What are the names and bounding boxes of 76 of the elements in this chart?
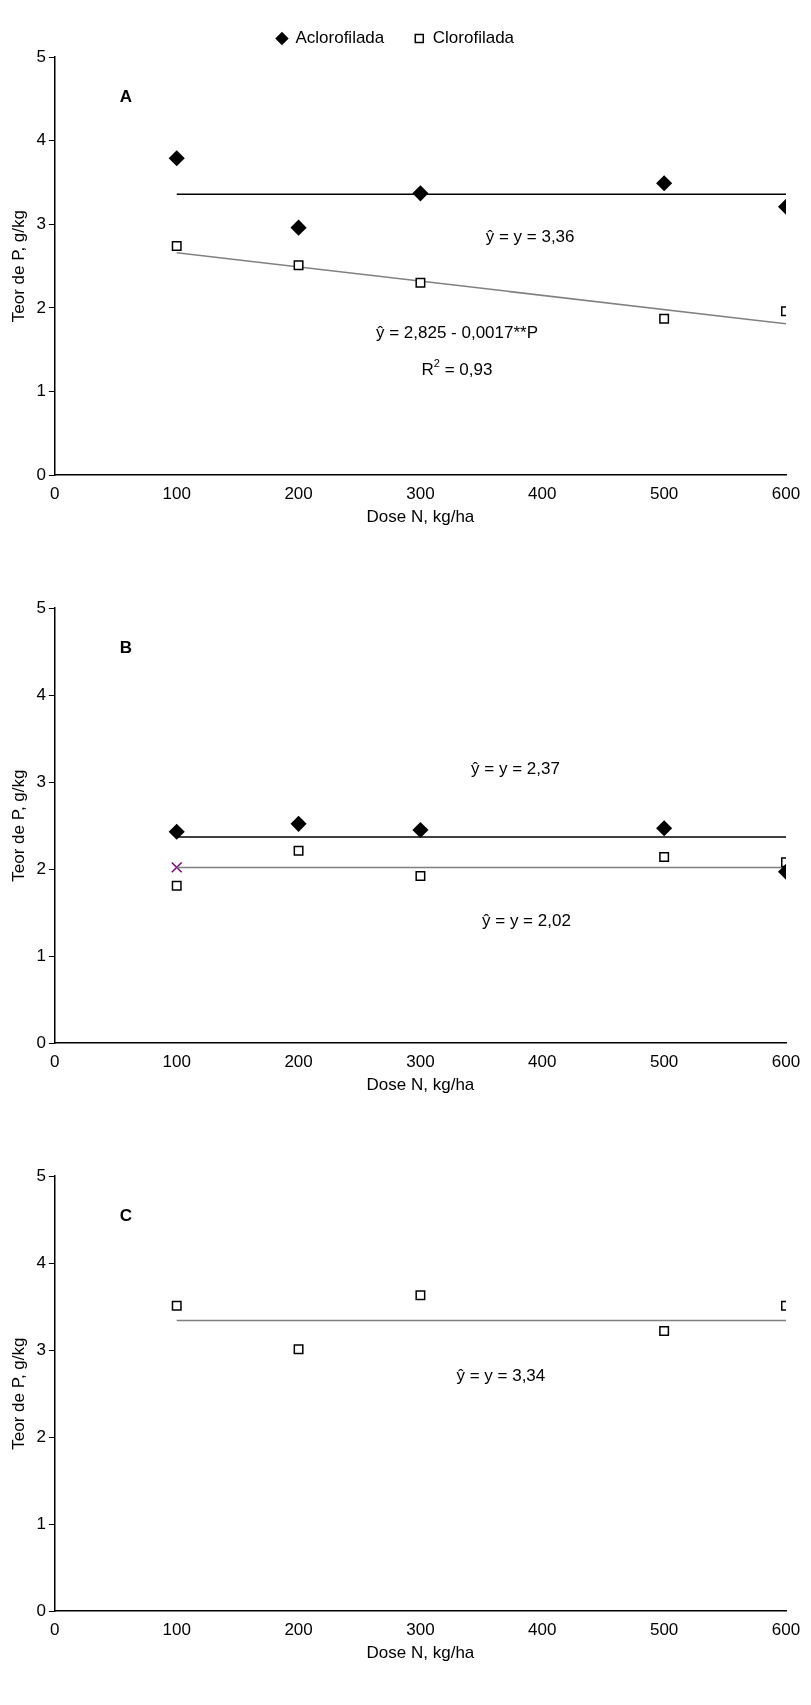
- y-tick-label: 0: [36, 1600, 46, 1620]
- y-tick-label: 2: [36, 297, 46, 317]
- point: [171, 241, 182, 252]
- annotation: ŷ = 2,825 - 0,0017**P: [375, 322, 539, 342]
- point: [290, 219, 307, 236]
- y-tick-label: 1: [36, 1513, 46, 1533]
- x-tick-label: 600: [771, 484, 801, 504]
- point: [171, 1300, 182, 1311]
- y-tick-label: 1: [36, 945, 46, 965]
- x-tick-label: 400: [528, 484, 557, 504]
- point: [412, 822, 429, 838]
- point: [415, 871, 426, 882]
- x-tick-label: 500: [649, 1620, 679, 1640]
- x-tick-label: 100: [162, 1052, 191, 1072]
- point: [171, 880, 182, 891]
- x-tick-label: 300: [406, 1052, 435, 1072]
- point: [415, 1290, 426, 1301]
- y-axis-title: Teor de P, g/kg: [8, 210, 28, 323]
- x-tick-label: 100: [162, 1620, 191, 1640]
- x-tick-label: 500: [649, 484, 679, 504]
- legend-label: Clorofilada: [432, 28, 515, 48]
- y-tick-label: 5: [36, 1165, 46, 1185]
- y-axis-title: Teor de P, g/kg: [8, 769, 28, 882]
- annotation: ŷ = y = 2,02: [482, 911, 571, 931]
- x-tick-label: 300: [406, 1620, 435, 1640]
- legend-label: Aclorofilada: [295, 28, 385, 48]
- y-tick-label: 0: [36, 1032, 46, 1052]
- point: [293, 1344, 304, 1355]
- y-tick-label: 0: [36, 464, 46, 484]
- x-tick-label: 600: [771, 1620, 801, 1640]
- text: B: [119, 637, 133, 657]
- point: [659, 851, 670, 862]
- point: [659, 1325, 670, 1336]
- point: [290, 816, 307, 832]
- y-tick-label: 3: [36, 213, 46, 233]
- y-tick-label: 3: [36, 1339, 46, 1359]
- x-tick-label: 0: [50, 484, 60, 504]
- annotation: ŷ = y = 3,34: [456, 1365, 546, 1385]
- y-tick-label: 5: [36, 597, 46, 617]
- x-tick-label: 600: [771, 1052, 801, 1072]
- point: [412, 185, 429, 202]
- x-tick-label: 200: [284, 1620, 313, 1640]
- y-tick-label: 1: [36, 381, 46, 401]
- y-tick-label: 4: [36, 1252, 46, 1272]
- annotation: ŷ = y = 2,37: [471, 758, 560, 778]
- x-tick-label: 0: [50, 1620, 60, 1640]
- y-tick-label: 5: [36, 46, 46, 66]
- x-tick-label: 400: [528, 1052, 557, 1072]
- point: [659, 313, 670, 324]
- y-axis-title: Teor de P, g/kg: [8, 1337, 28, 1450]
- x-tick-label: 400: [528, 1620, 557, 1640]
- point: [656, 820, 672, 836]
- point: [656, 175, 672, 192]
- point: [415, 277, 426, 288]
- x-axis-title: Dose N, kg/ha: [366, 1643, 475, 1663]
- y-tick-label: 4: [36, 130, 46, 150]
- x-tick-label: 300: [406, 484, 435, 504]
- y-tick-label: 4: [36, 684, 46, 704]
- x-tick-label: 500: [649, 1052, 679, 1072]
- x-axis-title: Dose N, kg/ha: [366, 1075, 475, 1095]
- point: [168, 150, 185, 166]
- y-tick-label: 2: [36, 1426, 46, 1446]
- y-tick-label: 3: [36, 771, 46, 791]
- point: [171, 861, 183, 874]
- y-tick-label: 2: [36, 858, 46, 878]
- text: C: [119, 1205, 133, 1225]
- x-tick-label: 200: [284, 1052, 313, 1072]
- text: A: [119, 86, 133, 106]
- x-axis-title: Dose N, kg/ha: [366, 507, 475, 527]
- point: [293, 845, 304, 856]
- point: [293, 260, 304, 271]
- point: [168, 823, 185, 840]
- x-tick-label: 200: [284, 484, 313, 504]
- x-tick-label: 0: [50, 1052, 60, 1072]
- x-tick-label: 100: [162, 484, 191, 504]
- annotation: ŷ = y = 3,36: [485, 226, 575, 246]
